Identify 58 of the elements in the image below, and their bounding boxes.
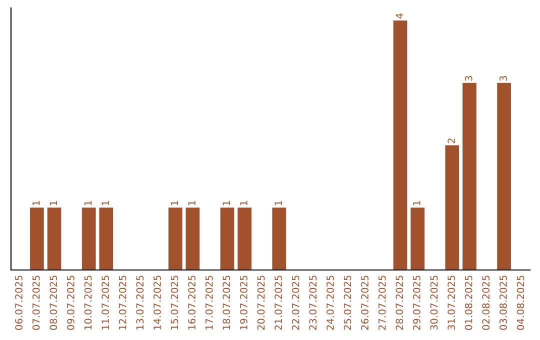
x-tick-label: 23.07.2025 <box>309 276 317 330</box>
x-tick-label: 12.07.2025 <box>118 276 126 330</box>
bar <box>168 208 182 270</box>
data-label: 1 <box>188 200 196 206</box>
x-tick-label: 17.07.2025 <box>205 276 213 330</box>
data-label: 1 <box>274 200 282 206</box>
x-tick-label: 16.07.2025 <box>188 276 196 330</box>
x-tick-label: 14.07.2025 <box>154 276 161 330</box>
x-tick-label: 27.07.2025 <box>378 276 386 330</box>
x-tick-label: 06.07.2025 <box>15 276 22 330</box>
bar <box>82 208 96 270</box>
x-tick-label: 28.07.2025 <box>396 276 404 330</box>
bar <box>393 20 408 270</box>
bar <box>497 82 511 270</box>
x-tick-label: 31.07.2025 <box>448 276 455 330</box>
data-label: 2 <box>448 138 455 144</box>
x-tick-label: 11.07.2025 <box>102 276 109 330</box>
x-tick-label: 04.08.2025 <box>516 276 524 330</box>
data-label: 1 <box>50 200 57 206</box>
x-tick-label: 03.08.2025 <box>500 276 507 330</box>
x-tick-label: 08.07.2025 <box>50 276 58 330</box>
x-tick-label: 29.07.2025 <box>413 276 420 330</box>
bar <box>272 208 286 270</box>
x-tick-label: 10.07.2025 <box>84 276 92 330</box>
data-label: 1 <box>413 200 420 206</box>
x-tick-label: 25.07.2025 <box>344 276 352 330</box>
x-tick-label: 02.08.2025 <box>482 276 490 330</box>
x-tick-label: 21.07.2025 <box>274 276 282 330</box>
x-tick-label: 19.07.2025 <box>240 276 248 330</box>
bar <box>99 208 114 270</box>
x-tick-label: 15.07.2025 <box>170 276 178 330</box>
bar <box>238 208 252 270</box>
bar <box>220 208 234 270</box>
x-tick-label: 26.07.2025 <box>361 276 368 330</box>
data-label: 1 <box>222 200 230 206</box>
bar <box>186 208 200 270</box>
x-tick-label: 24.07.2025 <box>326 276 334 330</box>
bar <box>445 145 460 270</box>
bar <box>462 82 476 270</box>
data-label: 3 <box>500 76 507 81</box>
data-label: 4 <box>396 13 403 19</box>
bar <box>30 208 44 270</box>
data-label: 1 <box>102 200 109 206</box>
x-tick-label: 07.07.2025 <box>32 276 40 330</box>
x-tick-label: 30.07.2025 <box>430 276 438 330</box>
x-tick-label: 01.08.2025 <box>464 276 472 330</box>
x-tick-label: 09.07.2025 <box>67 276 74 330</box>
data-label: 1 <box>32 200 40 206</box>
data-label: 1 <box>240 200 248 206</box>
x-tick-label: 18.07.2025 <box>222 276 230 330</box>
data-label: 3 <box>464 76 472 81</box>
data-label: 1 <box>170 200 178 206</box>
x-tick-label: 13.07.2025 <box>136 276 144 330</box>
x-tick-label: 20.07.2025 <box>257 276 265 330</box>
x-tick-label: 22.07.2025 <box>292 276 300 330</box>
bar <box>410 208 424 270</box>
data-label: 1 <box>84 200 92 206</box>
bar <box>47 208 62 270</box>
